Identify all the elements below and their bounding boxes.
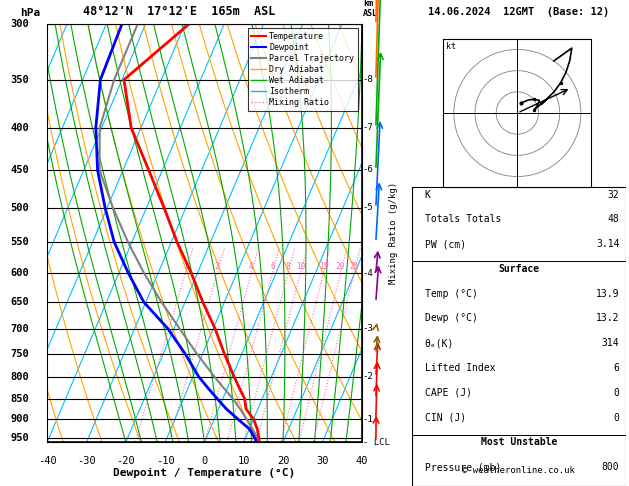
- Text: K: K: [425, 190, 431, 200]
- Text: 48°12'N  17°12'E  165m  ASL: 48°12'N 17°12'E 165m ASL: [83, 5, 276, 18]
- Text: 15: 15: [319, 262, 328, 271]
- Text: 20: 20: [336, 262, 345, 271]
- Text: 13.2: 13.2: [596, 313, 620, 324]
- Text: 900: 900: [10, 414, 29, 424]
- Text: 2: 2: [214, 262, 220, 271]
- Text: 25: 25: [349, 262, 359, 271]
- Text: -8: -8: [363, 75, 374, 84]
- Text: 6: 6: [270, 262, 275, 271]
- Text: 0: 0: [613, 413, 620, 423]
- Text: Totals Totals: Totals Totals: [425, 214, 501, 225]
- Text: Surface: Surface: [498, 264, 540, 274]
- Text: 700: 700: [10, 324, 29, 334]
- Text: 10: 10: [296, 262, 305, 271]
- Text: 300: 300: [10, 19, 29, 29]
- Text: 8: 8: [286, 262, 291, 271]
- Text: 13.9: 13.9: [596, 289, 620, 299]
- Text: 10: 10: [238, 456, 250, 466]
- Text: © weatheronline.co.uk: © weatheronline.co.uk: [462, 466, 576, 475]
- Text: Dewp (°C): Dewp (°C): [425, 313, 477, 324]
- Text: Most Unstable: Most Unstable: [481, 437, 557, 448]
- Text: -7: -7: [363, 123, 374, 132]
- Text: 30: 30: [316, 456, 328, 466]
- Text: hPa: hPa: [19, 8, 40, 18]
- Text: -40: -40: [38, 456, 57, 466]
- Text: 0: 0: [201, 456, 208, 466]
- Text: 850: 850: [10, 394, 29, 403]
- Text: 650: 650: [10, 297, 29, 307]
- Text: kt: kt: [446, 42, 456, 51]
- Text: θₑ(K): θₑ(K): [425, 338, 454, 348]
- Text: -5: -5: [363, 203, 374, 212]
- Text: Mixing Ratio (g/kg): Mixing Ratio (g/kg): [389, 182, 398, 284]
- Text: CIN (J): CIN (J): [425, 413, 466, 423]
- Text: 500: 500: [10, 203, 29, 213]
- Text: Dewpoint / Temperature (°C): Dewpoint / Temperature (°C): [113, 468, 296, 478]
- Text: 550: 550: [10, 237, 29, 247]
- Text: 350: 350: [10, 75, 29, 85]
- Text: CAPE (J): CAPE (J): [425, 388, 472, 398]
- Text: 950: 950: [10, 434, 29, 444]
- Text: 20: 20: [277, 456, 289, 466]
- Text: 314: 314: [602, 338, 620, 348]
- Text: -1: -1: [363, 415, 374, 424]
- Text: 48: 48: [608, 214, 620, 225]
- Bar: [412, 187, 626, 486]
- Text: 1: 1: [183, 262, 187, 271]
- Text: 40: 40: [355, 456, 368, 466]
- Text: 14.06.2024  12GMT  (Base: 12): 14.06.2024 12GMT (Base: 12): [428, 7, 610, 17]
- Text: -6: -6: [363, 166, 374, 174]
- Text: -3: -3: [363, 324, 374, 333]
- Text: - LCL: - LCL: [363, 438, 390, 447]
- Text: 800: 800: [10, 372, 29, 382]
- Text: PW (cm): PW (cm): [425, 239, 466, 249]
- Text: 600: 600: [10, 268, 29, 278]
- Text: -4: -4: [363, 269, 374, 278]
- Text: 400: 400: [10, 122, 29, 133]
- Text: 3.14: 3.14: [596, 239, 620, 249]
- Text: km
ASL: km ASL: [363, 0, 378, 18]
- Text: 0: 0: [613, 388, 620, 398]
- Text: 6: 6: [613, 363, 620, 373]
- Text: -10: -10: [156, 456, 174, 466]
- Text: 750: 750: [10, 348, 29, 359]
- Text: -20: -20: [116, 456, 135, 466]
- Text: 32: 32: [608, 190, 620, 200]
- Text: -2: -2: [363, 372, 374, 381]
- Text: Lifted Index: Lifted Index: [425, 363, 495, 373]
- Text: 450: 450: [10, 165, 29, 175]
- Text: 4: 4: [249, 262, 253, 271]
- Text: -30: -30: [77, 456, 96, 466]
- Text: 800: 800: [602, 462, 620, 472]
- Legend: Temperature, Dewpoint, Parcel Trajectory, Dry Adiabat, Wet Adiabat, Isotherm, Mi: Temperature, Dewpoint, Parcel Trajectory…: [247, 29, 357, 111]
- Text: Temp (°C): Temp (°C): [425, 289, 477, 299]
- Text: Pressure (mb): Pressure (mb): [425, 462, 501, 472]
